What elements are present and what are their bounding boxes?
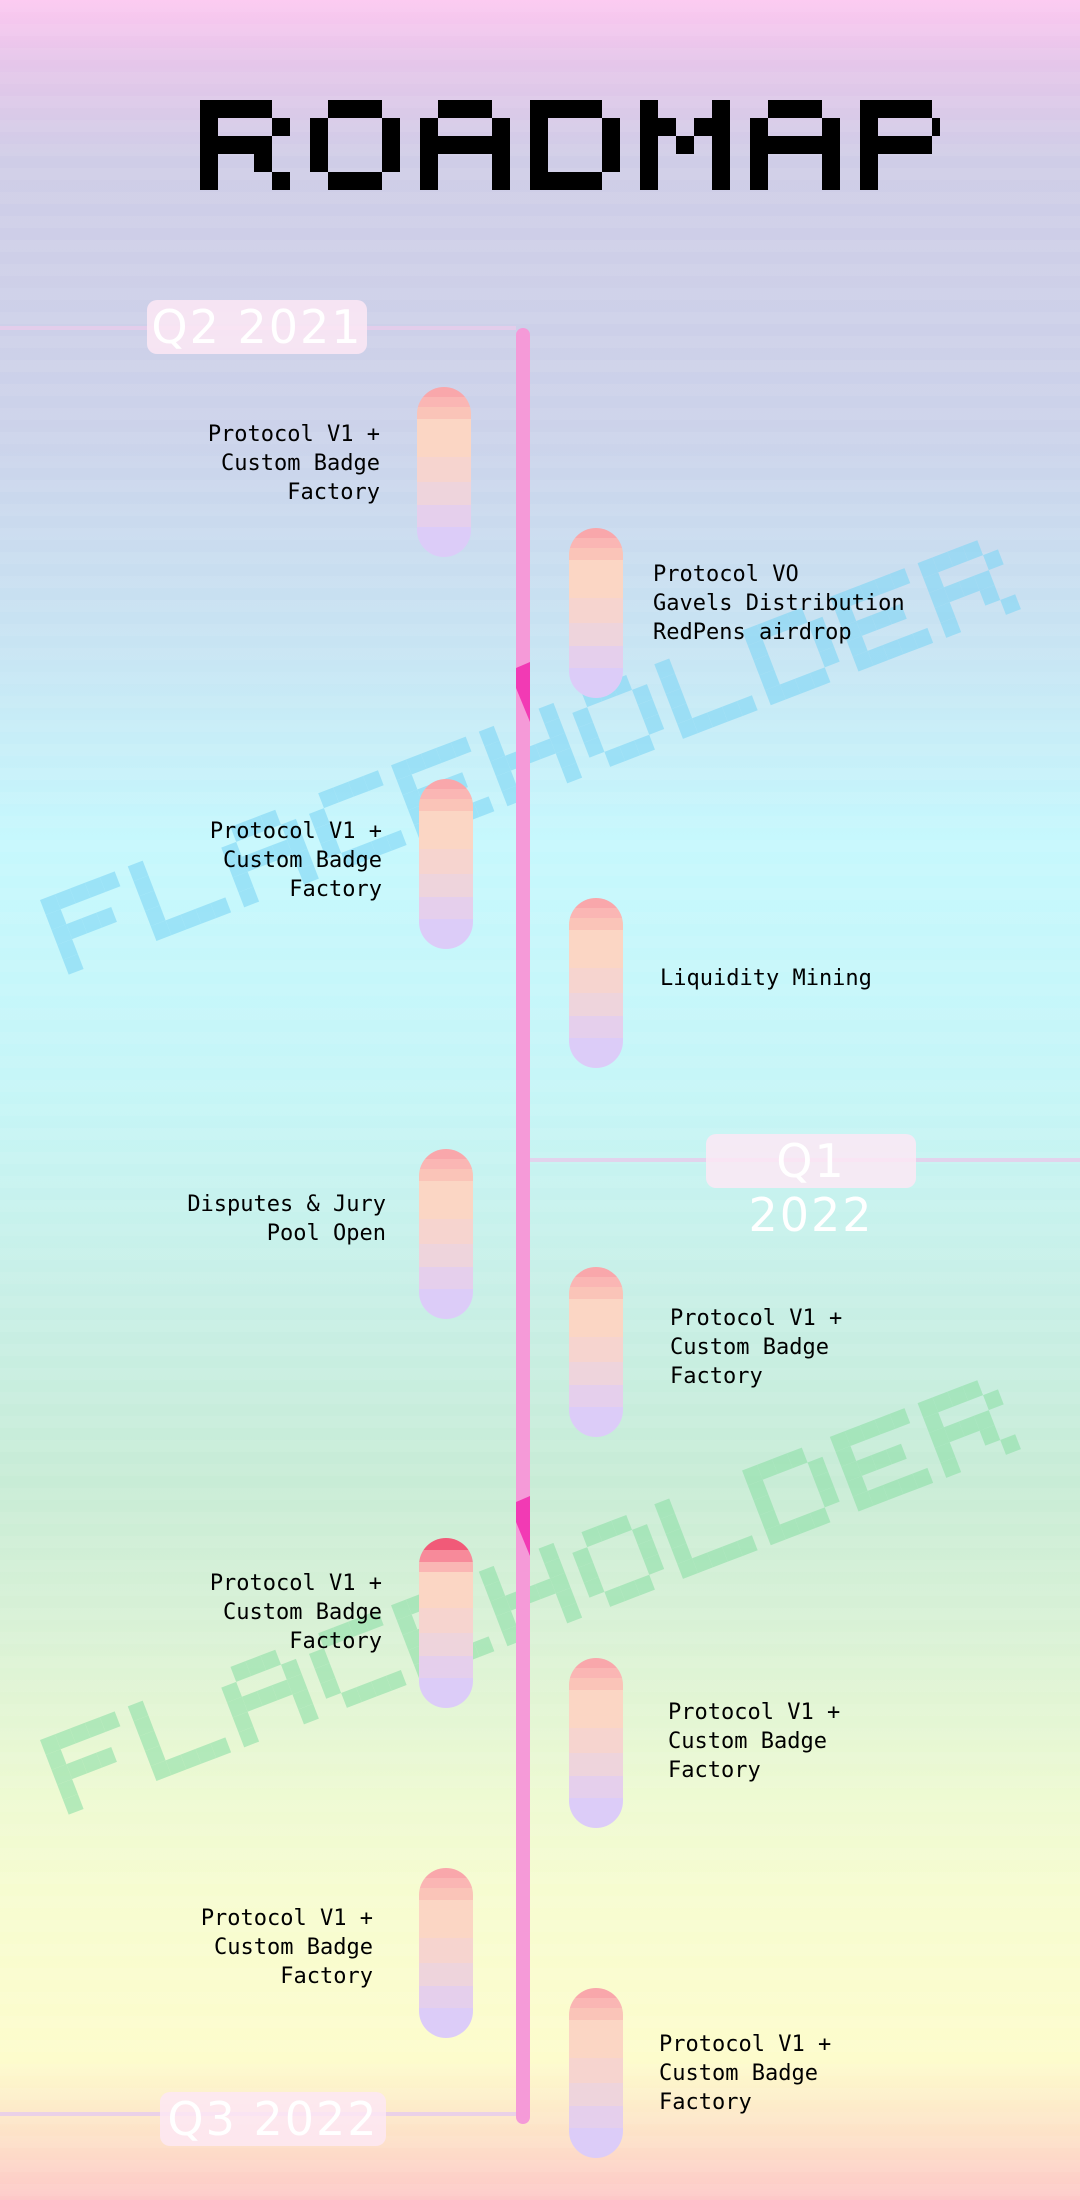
quarter-label: Q2 2021 bbox=[147, 300, 367, 354]
timeline-spine bbox=[516, 328, 530, 2124]
milestone-label: Protocol V1 + Custom Badge Factory bbox=[659, 2032, 832, 2115]
milestone-label: Protocol V1 + Custom Badge Factory bbox=[209, 1571, 382, 1654]
milestone-label: Protocol V1 + Custom Badge Factory bbox=[207, 422, 380, 505]
milestone-label: Protocol V1 + Custom Badge Factory bbox=[209, 819, 382, 902]
milestone-label: Protocol V1 + Custom Badge Factory bbox=[668, 1700, 841, 1783]
timeline-notch bbox=[516, 1496, 530, 1556]
milestone-pill[interactable] bbox=[569, 1658, 623, 1828]
timeline-notch bbox=[516, 662, 530, 722]
milestone-pill-active[interactable] bbox=[419, 1538, 473, 1708]
page-title: ROADMAP bbox=[200, 100, 940, 210]
quarter-label: Q3 2022 bbox=[160, 2092, 386, 2146]
milestone-pill[interactable] bbox=[417, 387, 471, 557]
milestone-pill[interactable] bbox=[419, 1868, 473, 2038]
milestone-pill[interactable] bbox=[569, 528, 623, 698]
milestone-pill[interactable] bbox=[419, 1149, 473, 1319]
milestone-pill[interactable] bbox=[569, 1988, 623, 2158]
milestone-label: Protocol V1 + Custom Badge Factory bbox=[200, 1906, 373, 1989]
milestone-pill[interactable] bbox=[569, 1267, 623, 1437]
milestone-pill[interactable] bbox=[419, 779, 473, 949]
quarter-label: Q1 2022 bbox=[706, 1134, 916, 1242]
milestone-pill[interactable] bbox=[569, 898, 623, 1068]
milestone-label: Disputes & Jury Pool Open bbox=[187, 1192, 386, 1246]
title-pixel-letters bbox=[200, 100, 940, 190]
milestone-label: Liquidity Mining bbox=[660, 966, 872, 991]
milestone-label: Protocol V1 + Custom Badge Factory bbox=[670, 1306, 843, 1389]
milestone-label: Protocol VO Gavels Distribution RedPens … bbox=[653, 562, 905, 645]
